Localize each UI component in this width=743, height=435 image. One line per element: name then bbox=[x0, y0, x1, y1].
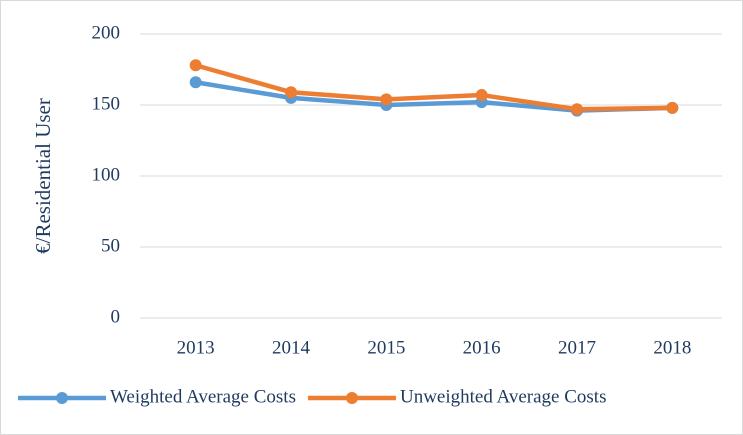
data-point bbox=[285, 86, 297, 99]
data-point bbox=[189, 76, 202, 89]
legend-marker bbox=[345, 392, 358, 404]
data-point bbox=[666, 101, 679, 114]
y-tick-label: 100 bbox=[92, 164, 121, 185]
y-tick-label: 200 bbox=[92, 22, 121, 43]
data-point bbox=[571, 103, 583, 116]
legend-label: Weighted Average Costs bbox=[110, 386, 296, 407]
legend-label: Unweighted Average Costs bbox=[400, 386, 607, 407]
y-tick-label: 150 bbox=[92, 93, 121, 114]
x-tick-label: 2017 bbox=[558, 337, 596, 358]
x-tick-label: 2014 bbox=[272, 337, 311, 358]
y-tick-label: 50 bbox=[101, 235, 120, 256]
x-tick-label: 2018 bbox=[653, 337, 691, 358]
data-point bbox=[475, 89, 488, 102]
y-tick-label: 0 bbox=[111, 306, 121, 327]
y-axis-title: €/Residential User bbox=[31, 98, 55, 254]
series-line bbox=[193, 62, 675, 112]
x-tick-label: 2016 bbox=[463, 337, 501, 358]
x-tick-label: 2013 bbox=[177, 337, 215, 358]
data-point bbox=[380, 93, 393, 106]
x-tick-label: 2015 bbox=[367, 337, 405, 358]
legend-marker bbox=[56, 392, 68, 404]
data-point bbox=[189, 59, 202, 72]
